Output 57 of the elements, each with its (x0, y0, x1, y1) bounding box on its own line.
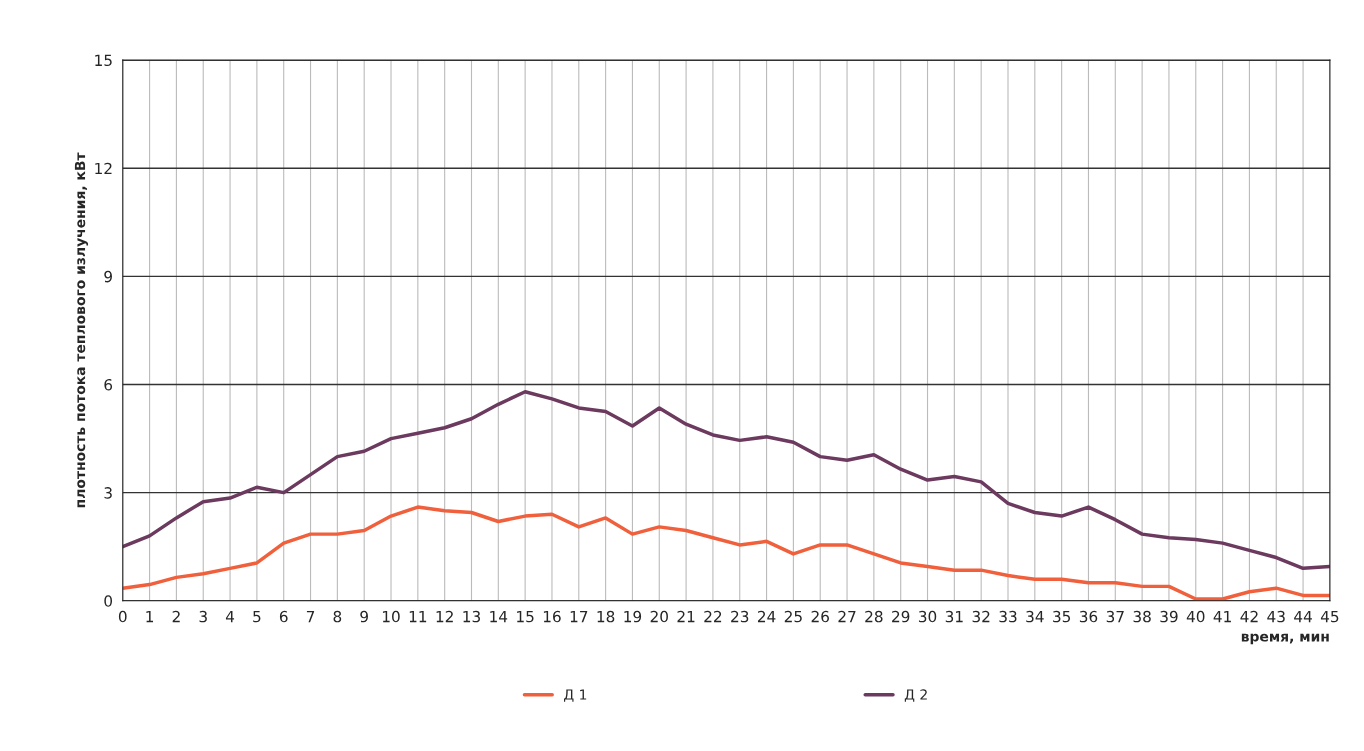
x-tick-label: 7 (306, 610, 315, 623)
x-tick-label: 33 (999, 610, 1017, 623)
x-tick-label: 10 (382, 610, 400, 623)
x-tick-label: 26 (811, 610, 829, 623)
y-tick-label: 12 (95, 162, 112, 175)
x-tick-label: 2 (172, 610, 180, 623)
y-tick-label: 0 (104, 595, 113, 607)
x-tick-label: 27 (838, 610, 856, 623)
x-tick-label: 4 (225, 610, 235, 623)
x-tick-label: 23 (731, 610, 749, 623)
x-tick-label: 40 (1186, 610, 1205, 623)
line-series (122, 389, 1330, 571)
x-tick-label: 29 (892, 610, 910, 623)
x-tick-label: 30 (918, 610, 937, 623)
x-tick-label: 14 (490, 610, 508, 623)
y-axis-title: плотность потока теплового излучения, кВт (74, 152, 89, 508)
x-tick-label: 18 (597, 610, 615, 623)
x-tick-label: 13 (463, 610, 480, 623)
x-tick-label: 0 (118, 610, 127, 623)
x-tick-label: 35 (1053, 610, 1071, 623)
x-tick-label: 39 (1160, 610, 1178, 623)
x-tick-label: 43 (1267, 610, 1285, 623)
x-tick-label: 16 (543, 610, 561, 623)
x-tick-label: 45 (1320, 610, 1339, 623)
x-tick-label: 25 (784, 610, 802, 623)
y-tick-label: 15 (95, 54, 112, 67)
x-tick-label: 17 (570, 610, 588, 623)
x-tick-label: 24 (757, 610, 776, 623)
x-tick-label: 36 (1079, 610, 1098, 623)
y-tick-label: 3 (104, 487, 112, 499)
x-tick-label: 12 (436, 610, 453, 623)
x-tick-label: 9 (360, 610, 368, 623)
x-tick-label: 11 (409, 610, 427, 623)
legend-label: Д 1 (564, 689, 587, 702)
legend-label: Д 2 (904, 689, 927, 702)
x-tick-label: 34 (1026, 610, 1044, 623)
x-axis-title: время, мин (1241, 633, 1329, 645)
x-tick-label: 19 (624, 610, 642, 623)
x-tick-label: 28 (865, 610, 883, 623)
x-tick-label: 44 (1294, 610, 1312, 623)
x-tick-label: 37 (1106, 610, 1124, 623)
x-tick-label: 41 (1213, 610, 1231, 623)
y-tick-label: 9 (104, 270, 112, 283)
x-tick-label: 21 (677, 610, 695, 623)
x-tick-label: 6 (279, 610, 288, 623)
x-tick-label: 1 (146, 610, 154, 623)
x-tick-label: 3 (199, 610, 207, 623)
x-tick-label: 32 (972, 610, 990, 623)
x-tick-label: 15 (517, 610, 534, 623)
x-tick-label: 38 (1133, 610, 1151, 623)
x-tick-label: 5 (253, 610, 261, 623)
x-tick-label: 20 (650, 610, 668, 623)
y-tick-label: 6 (104, 378, 113, 391)
x-tick-label: 42 (1240, 610, 1258, 623)
x-tick-label: 31 (945, 610, 963, 623)
x-tick-label: 8 (333, 610, 342, 623)
x-tick-label: 22 (704, 610, 722, 623)
